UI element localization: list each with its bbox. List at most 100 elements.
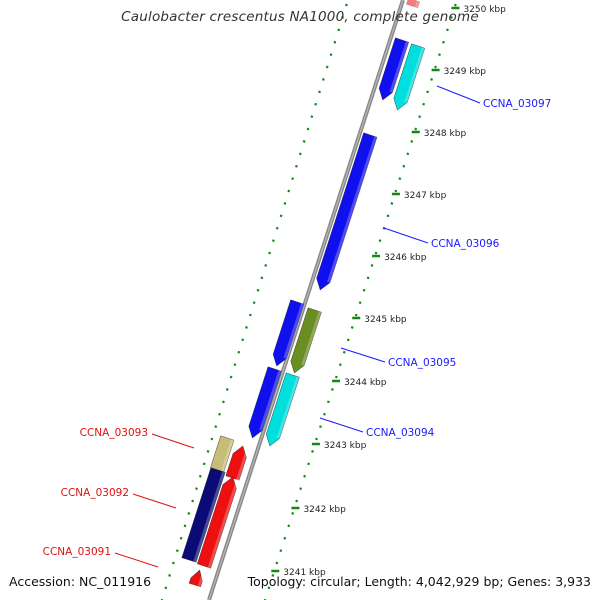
outer-scale-dots: [229, 375, 233, 379]
inner-scale-dots: [438, 53, 441, 57]
gene-label[interactable]: CCNA_03093: [80, 427, 148, 439]
tick-label: 3244 kbp: [344, 378, 387, 388]
inner-scale-dots: [319, 425, 322, 429]
outer-scale-dots: [275, 226, 279, 230]
gene-label-leader: [340, 347, 386, 363]
inner-scale-dots: [378, 239, 382, 243]
outer-scale-dots: [302, 140, 306, 143]
gene-arrow-ccna-03091: [188, 569, 203, 588]
gene-label[interactable]: CCNA_03096: [431, 238, 500, 250]
gene-arrow-shading: [207, 478, 240, 569]
inner-scale-dots: [299, 487, 303, 491]
gene-label-leader: [383, 227, 429, 244]
outer-scale-dots: [321, 78, 325, 81]
genome-summary: Topology: circular; Length: 4,042,929 bp…: [247, 574, 591, 589]
inner-scale-dots: [406, 152, 410, 156]
inner-scale-dots: [446, 28, 449, 32]
outer-scale-dots: [195, 487, 198, 491]
inner-scale-dots: [358, 301, 362, 305]
gene-arrow-shading: [327, 136, 377, 283]
outer-scale-dots: [202, 462, 206, 466]
outer-scale-dots: [287, 189, 291, 193]
outer-scale-dots: [218, 412, 221, 416]
gene-label[interactable]: CCNA_03092: [61, 487, 129, 499]
tick-label: 3250 kbp: [463, 5, 506, 15]
outer-scale-dots: [183, 524, 187, 528]
inner-scale-dots: [426, 90, 429, 94]
gene-arrow-shading: [283, 303, 304, 359]
gene-label[interactable]: CCNA_03095: [388, 357, 456, 369]
inner-scale-dots: [430, 78, 433, 81]
gene-label-leader: [151, 433, 195, 449]
inner-scale-dots: [453, 3, 457, 7]
gene-arrow-ccna-03098: [406, 0, 420, 9]
gene-arrow-ccna-03093-red: [225, 445, 247, 481]
tick-label: 3246 kbp: [384, 253, 427, 263]
backbone-layer: [207, 0, 405, 600]
inner-scale-dots: [279, 549, 283, 553]
outer-scale-dots: [198, 474, 202, 478]
outer-scale-dots: [341, 16, 344, 19]
outer-scale-dots: [187, 512, 191, 515]
gene-arrow-ccna-03095-blue: [272, 299, 305, 367]
accession-text: Accession: NC_011916: [9, 574, 152, 589]
inner-scale-dots: [315, 437, 318, 441]
inner-scale-dots: [418, 115, 422, 119]
inner-scale-dots: [346, 338, 350, 342]
outer-scale-dots: [179, 536, 183, 540]
inner-scale-dots: [330, 388, 334, 391]
inner-scale-dots: [374, 251, 378, 255]
gene-arrow-ccna-03094-blue: [248, 366, 282, 439]
inner-scale-dots: [366, 276, 370, 280]
inner-scale-dots: [327, 400, 330, 404]
gene-arrow-ccna-03097-cyan: [393, 43, 426, 111]
inner-scale-dots: [414, 127, 418, 131]
gene-arrow-ccna-03096: [316, 132, 378, 291]
inner-scale-dots: [398, 177, 402, 181]
outer-scale-dots: [337, 28, 341, 32]
graduation-dots: [160, 3, 457, 600]
outer-scale-dots: [325, 65, 329, 69]
tick-label: 3245 kbp: [364, 315, 407, 325]
inner-scale-dots: [354, 313, 358, 317]
outer-scale-dots: [260, 276, 264, 280]
tick-label: 3241 kbp: [283, 568, 326, 578]
gene-arrow-ccna-03092-red: [197, 476, 237, 569]
gene-arrow-shading: [197, 570, 206, 587]
outer-scale-dots: [298, 152, 302, 156]
inner-scale-dots: [307, 462, 310, 466]
gene-arrow-shading: [404, 47, 425, 103]
gene-label[interactable]: CCNA_03097: [483, 98, 551, 110]
outer-scale-dots: [306, 127, 310, 131]
outer-scale-dots: [168, 574, 171, 577]
gene-arrow-ccna-03094-cyan: [265, 372, 300, 447]
outer-scale-dots: [310, 115, 314, 119]
tick-label: 3243 kbp: [324, 441, 367, 451]
outer-scale-dots: [314, 102, 318, 106]
gene-arrow-shading: [193, 471, 226, 563]
gene-arrow-ccna-03092-navy: [181, 467, 226, 563]
inner-scale-dots: [422, 102, 426, 106]
gene-label[interactable]: CCNA_03091: [43, 546, 111, 558]
inner-scale-dots: [370, 264, 374, 267]
outer-scale-dots: [222, 400, 225, 404]
inner-scale-dots: [334, 375, 338, 379]
outer-scale-dots: [191, 499, 195, 503]
inner-scale-dots: [287, 524, 291, 528]
inner-scale-dots: [275, 561, 279, 565]
inner-scale-dots: [442, 40, 445, 44]
backbone-highlight: [208, 0, 404, 600]
outer-scale-dots: [283, 202, 287, 205]
outer-scale-dots: [268, 251, 271, 255]
inner-scale-dots: [271, 574, 275, 577]
gene-label-leader: [436, 85, 481, 104]
inner-scale-dots: [295, 499, 299, 503]
inner-scale-dots: [394, 189, 398, 193]
tick-label: 3248 kbp: [424, 129, 467, 139]
gene-arrow-shading: [259, 370, 282, 431]
gene-label-leader: [114, 552, 159, 568]
gene-label[interactable]: CCNA_03094: [366, 427, 435, 439]
outer-scale-dots: [345, 3, 348, 7]
